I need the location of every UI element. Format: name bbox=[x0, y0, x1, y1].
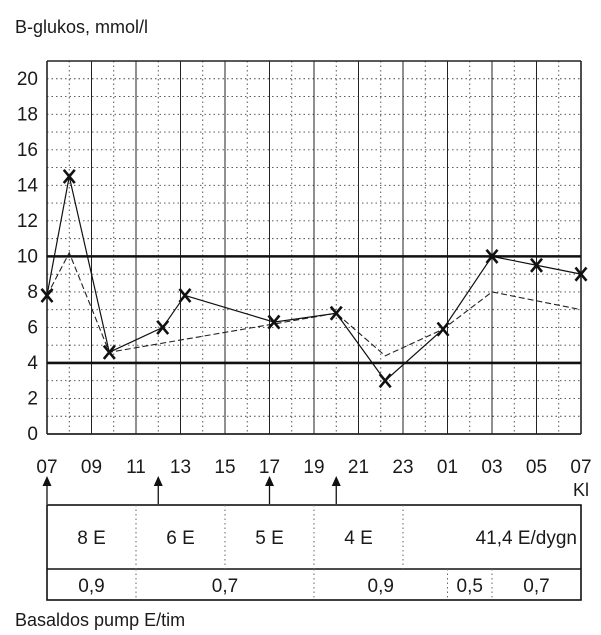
marker-stroke bbox=[62, 169, 76, 184]
bolus-arrow-head bbox=[265, 476, 274, 486]
y-tick-label: 16 bbox=[17, 140, 38, 161]
data-point-marker bbox=[436, 321, 450, 337]
x-tick-label: 01 bbox=[437, 457, 458, 478]
series-line-solid bbox=[46, 176, 582, 382]
marker-stroke bbox=[378, 373, 392, 389]
basal-rate-label: 0,5 bbox=[457, 576, 483, 597]
bolus-arrow-head bbox=[331, 476, 341, 486]
data-point-marker bbox=[62, 169, 76, 184]
data-point-marker bbox=[267, 314, 281, 330]
data-point-marker bbox=[178, 288, 192, 303]
x-axis-title: Kl bbox=[573, 480, 589, 500]
y-tick-label: 6 bbox=[27, 317, 38, 338]
x-tick-labels: 07 09 11 13 15 17 19 21 23 01 03 05 07 bbox=[36, 457, 591, 478]
x-tick-label: 07 bbox=[570, 457, 591, 478]
data-point-marker bbox=[485, 248, 499, 264]
marker-stroke bbox=[40, 288, 54, 303]
x-tick-label: 03 bbox=[481, 457, 502, 478]
x-tick-label: 23 bbox=[392, 457, 413, 478]
bolus-dose-label: 6 E bbox=[166, 528, 195, 549]
daily-total-label: 41,4 E/dygn bbox=[476, 528, 577, 549]
x-tick-label: 15 bbox=[214, 457, 235, 478]
basal-rate-label: 0,9 bbox=[368, 576, 394, 597]
plot-grid bbox=[46, 60, 582, 435]
data-point-marker bbox=[574, 266, 588, 282]
x-tick-label: 19 bbox=[303, 457, 324, 478]
data-point-marker bbox=[378, 373, 392, 389]
marker-stroke bbox=[329, 305, 343, 321]
x-tick-label: 21 bbox=[348, 457, 369, 478]
marker-stroke bbox=[530, 257, 543, 273]
series-layer bbox=[40, 169, 588, 389]
basal-rate-label: 0,9 bbox=[78, 576, 104, 597]
basal-caption: Basaldos pump E/tim bbox=[15, 610, 185, 630]
data-point-marker bbox=[40, 288, 54, 303]
series-line-dashed bbox=[46, 251, 582, 357]
data-point-marker bbox=[156, 319, 170, 335]
marker-stroke bbox=[156, 319, 170, 335]
marker-stroke bbox=[178, 288, 192, 303]
y-tick-label: 8 bbox=[27, 282, 38, 303]
bolus-arrow-head bbox=[153, 476, 163, 486]
x-tick-label: 07 bbox=[36, 457, 57, 478]
x-tick-label: 09 bbox=[81, 457, 102, 478]
y-tick-label: 0 bbox=[27, 424, 38, 445]
bolus-dose-label: 5 E bbox=[255, 528, 284, 549]
basal-rate-label: 0,7 bbox=[523, 576, 549, 597]
marker-stroke bbox=[267, 314, 281, 330]
dose-table: 8 E 6 E 5 E 4 E 41,4 E/dygn 0,9 0,7 0,9 0,5 0,7 bbox=[46, 504, 582, 601]
bolus-arrows bbox=[42, 476, 341, 504]
marker-stroke bbox=[102, 344, 116, 360]
y-tick-label: 2 bbox=[27, 388, 38, 409]
data-point-marker bbox=[530, 257, 543, 273]
bolus-dose-label: 8 E bbox=[77, 528, 106, 549]
x-tick-label: 13 bbox=[170, 457, 191, 478]
x-tick-label: 17 bbox=[259, 457, 280, 478]
y-tick-label: 12 bbox=[17, 211, 38, 232]
y-tick-label: 20 bbox=[17, 69, 38, 90]
y-tick-labels: 0 2 4 6 8 10 12 14 16 18 20 bbox=[17, 69, 39, 445]
y-tick-label: 4 bbox=[27, 353, 38, 374]
data-point-marker bbox=[102, 344, 116, 360]
y-tick-label: 14 bbox=[17, 175, 39, 196]
x-tick-label: 05 bbox=[526, 457, 547, 478]
bolus-arrow-head bbox=[42, 476, 52, 486]
x-tick-label: 11 bbox=[126, 457, 146, 478]
bolus-dose-label: 4 E bbox=[344, 528, 373, 549]
y-tick-label: 18 bbox=[17, 104, 38, 125]
data-point-marker bbox=[329, 305, 343, 321]
basal-rate-label: 0,7 bbox=[212, 576, 238, 597]
marker-stroke bbox=[574, 266, 588, 282]
y-tick-label: 10 bbox=[17, 246, 38, 267]
y-axis-title: B-glukos, mmol/l bbox=[15, 17, 148, 37]
marker-stroke bbox=[485, 248, 499, 264]
marker-stroke bbox=[436, 321, 450, 337]
